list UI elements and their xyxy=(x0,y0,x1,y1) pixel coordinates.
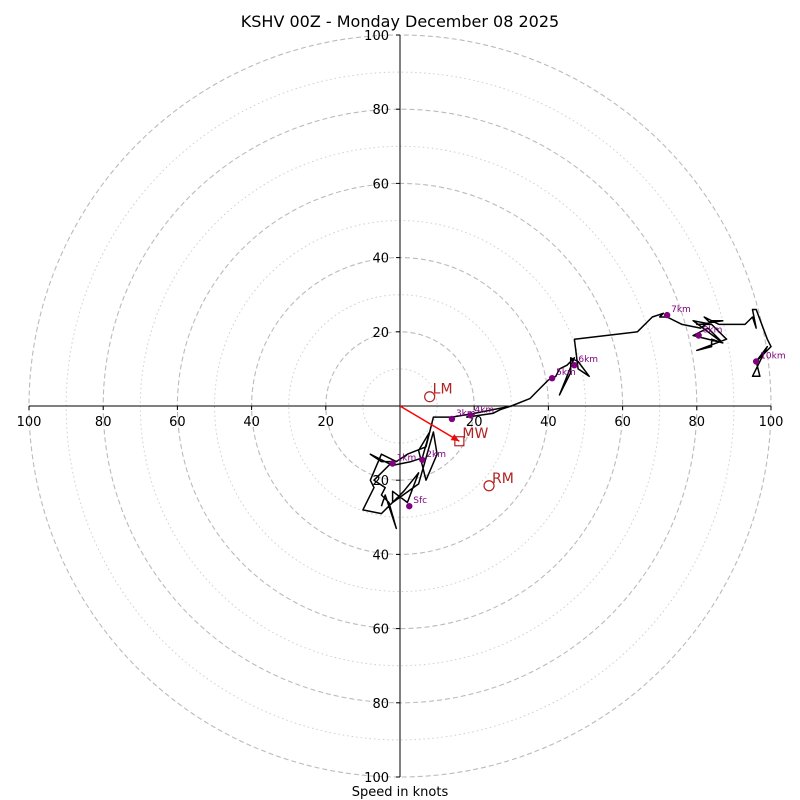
x-tick-label: 60 xyxy=(614,415,631,430)
height-label-5km: 5km xyxy=(556,368,576,378)
storm-motion-label-rm: RM xyxy=(492,471,514,487)
height-marker-5km xyxy=(548,374,556,382)
height-marker-8km xyxy=(695,332,702,339)
x-tick-label: 60 xyxy=(169,415,186,430)
storm-motion-markers: LM RM MW xyxy=(424,382,514,492)
height-marker-3km xyxy=(448,415,456,423)
shear-vector-layer xyxy=(399,405,460,442)
x-tick-label: 100 xyxy=(17,415,42,430)
x-tick-label: 20 xyxy=(466,415,483,430)
y-tick-label: 60 xyxy=(372,177,389,192)
storm-motion-marker-rm xyxy=(483,480,495,492)
height-marker-6km xyxy=(571,361,578,369)
y-tick-label: 100 xyxy=(364,29,389,44)
y-tick-label: 20 xyxy=(372,326,389,341)
storm-motion-label-lm: LM xyxy=(433,382,453,398)
storm-motion-marker-mw xyxy=(454,436,465,447)
y-tick-label: 80 xyxy=(372,697,389,712)
storm-motion-marker-lm xyxy=(424,391,436,403)
x-axis-label: Speed in knots xyxy=(352,785,449,800)
height-marker-4km xyxy=(467,412,474,419)
height-label-6km: 6km xyxy=(578,355,598,365)
height-marker-2km xyxy=(419,456,426,463)
height-marker-sfc xyxy=(406,502,413,510)
y-tick-label: 80 xyxy=(372,103,389,118)
height-label-sfc: Sfc xyxy=(413,496,427,506)
height-label-7km: 7km xyxy=(671,305,691,315)
tick-labels: 100 80 60 40 20 20 40 60 80 100100806040202040608… xyxy=(17,29,784,786)
height-marker-1km xyxy=(389,460,396,467)
height-label-2km: 2km xyxy=(426,450,446,460)
height-marker-10km xyxy=(752,358,760,365)
x-tick-label: 40 xyxy=(540,415,557,430)
y-tick-label: 40 xyxy=(372,252,389,267)
x-tick-label: 100 xyxy=(759,415,784,430)
y-tick-label: 40 xyxy=(372,548,389,563)
x-tick-label: 80 xyxy=(689,415,706,430)
height-label-1km: 1km xyxy=(397,454,417,464)
height-label-8km: 8km xyxy=(703,326,723,336)
height-label-4km: 4km xyxy=(474,405,494,415)
x-tick-label: 80 xyxy=(95,415,112,430)
x-tick-label: 20 xyxy=(318,415,335,430)
storm-motion-label-mw: MW xyxy=(462,426,488,442)
chart-title: KSHV 00Z - Monday December 08 2025 xyxy=(241,12,559,31)
y-tick-label: 100 xyxy=(364,771,389,786)
height-label-10km: 10km xyxy=(760,351,785,361)
x-tick-label: 40 xyxy=(243,415,260,430)
y-tick-label: 60 xyxy=(372,623,389,638)
shear-vector-line xyxy=(399,405,460,442)
height-label-3km: 3km xyxy=(456,409,476,419)
height-marker-7km xyxy=(663,311,671,319)
